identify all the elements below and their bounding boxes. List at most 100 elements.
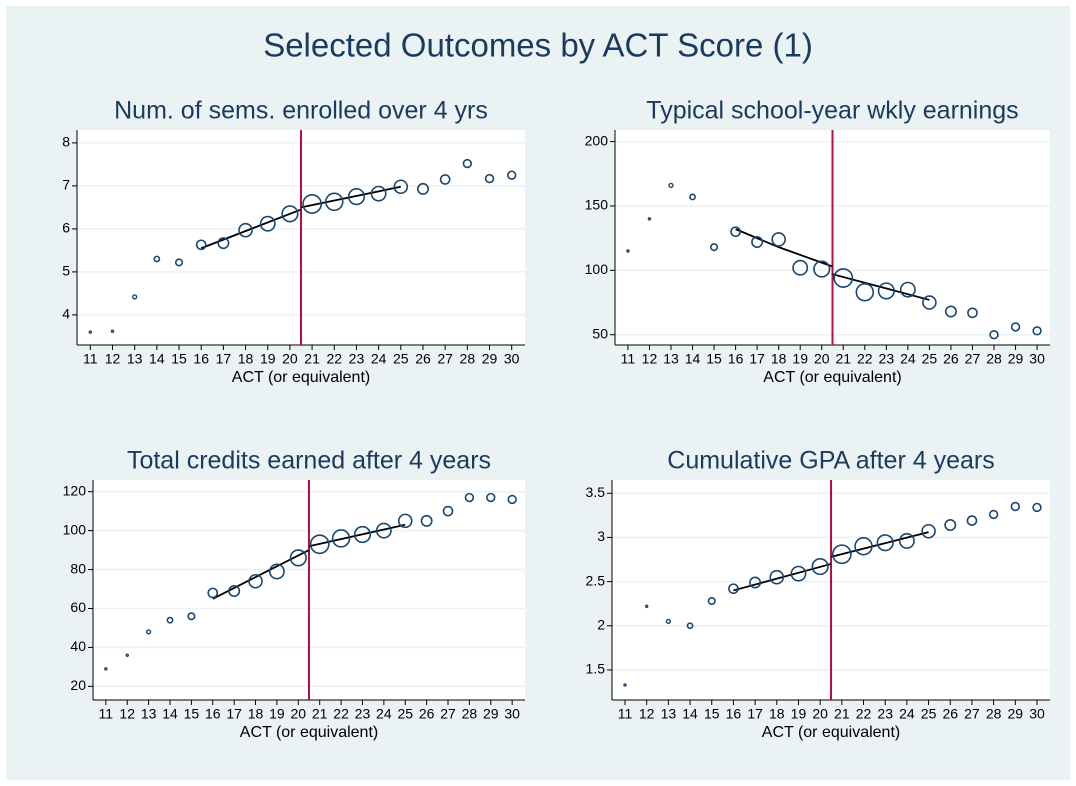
x-tick-label: 15 <box>706 351 722 367</box>
point <box>626 249 630 253</box>
x-tick-label: 15 <box>171 351 187 367</box>
point <box>833 268 854 288</box>
point <box>686 622 694 630</box>
x-tick-label: 19 <box>260 351 276 367</box>
point <box>248 573 263 589</box>
y-tick-label: 2 <box>597 616 605 632</box>
x-tick-label: 20 <box>291 706 307 722</box>
point <box>921 523 936 539</box>
x-tick-label: 11 <box>99 706 114 722</box>
y-tick-label: 3 <box>597 528 605 544</box>
point <box>132 294 138 300</box>
point <box>989 330 999 340</box>
x-tick-label: 15 <box>184 706 200 722</box>
point <box>831 544 852 565</box>
fit-line <box>832 273 930 301</box>
point <box>104 667 108 671</box>
point <box>665 618 672 625</box>
x-tick-label: 18 <box>769 706 785 722</box>
y-tick-label: 5 <box>62 263 70 279</box>
x-tick-label: 25 <box>397 706 413 722</box>
point <box>877 282 895 300</box>
y-tick-label: 20 <box>70 677 86 693</box>
x-tick-label: 30 <box>504 351 520 367</box>
point <box>506 170 517 180</box>
x-tick-label: 21 <box>304 351 320 367</box>
point <box>689 193 696 201</box>
point <box>228 584 241 597</box>
x-tick-label: 18 <box>771 351 787 367</box>
panel-title: Cumulative GPA after 4 years <box>667 447 994 475</box>
panel-title: Num. of sems. enrolled over 4 yrs <box>114 97 488 125</box>
point <box>187 612 196 621</box>
x-tick-label: 24 <box>371 351 387 367</box>
x-tick-label: 28 <box>986 706 1002 722</box>
x-tick-label: 12 <box>639 706 655 722</box>
point <box>462 158 473 169</box>
point <box>988 509 999 520</box>
point <box>484 173 495 184</box>
point <box>259 215 276 232</box>
point <box>790 565 807 582</box>
x-tick-label: 26 <box>942 706 958 722</box>
point <box>922 295 937 310</box>
y-tick-label: 80 <box>70 560 86 576</box>
x-tick-label: 29 <box>1008 706 1024 722</box>
point <box>289 549 307 567</box>
y-tick-label: 1.5 <box>586 661 606 677</box>
x-tick-label: 14 <box>149 351 165 367</box>
y-tick-label: 6 <box>62 220 70 236</box>
x-tick-label: 11 <box>83 351 98 367</box>
point <box>855 282 875 302</box>
x-axis-label: ACT (or equivalent) <box>240 724 378 741</box>
x-tick-label: 17 <box>216 351 232 367</box>
x-tick-label: 18 <box>238 351 254 367</box>
panel-title: Total credits earned after 4 years <box>127 447 491 475</box>
point <box>623 683 627 687</box>
y-tick-label: 2.5 <box>586 572 606 588</box>
x-tick-label: 20 <box>282 351 298 367</box>
x-tick-label: 20 <box>814 351 830 367</box>
x-tick-label: 30 <box>1029 351 1045 367</box>
x-tick-label: 13 <box>141 706 157 722</box>
point <box>325 192 344 212</box>
point <box>145 629 152 635</box>
x-tick-label: 14 <box>682 706 698 722</box>
point <box>730 226 741 238</box>
point <box>769 569 785 585</box>
point <box>647 217 652 221</box>
y-tick-label: 3.5 <box>586 484 606 500</box>
point <box>707 596 716 606</box>
x-tick-label: 24 <box>900 351 916 367</box>
x-tick-label: 23 <box>879 351 895 367</box>
x-tick-label: 11 <box>621 351 636 367</box>
x-tick-label: 27 <box>964 706 980 722</box>
panel-title: Typical school-year wkly earnings <box>646 97 1018 125</box>
x-tick-label: 11 <box>618 706 633 722</box>
point <box>347 188 366 206</box>
y-tick-label: 50 <box>592 325 608 341</box>
point <box>110 329 115 333</box>
y-tick-label: 60 <box>70 599 86 615</box>
point <box>393 179 409 195</box>
x-axis-label: ACT (or equivalent) <box>763 369 901 386</box>
x-tick-label: 29 <box>483 706 499 722</box>
x-tick-label: 28 <box>460 351 476 367</box>
x-tick-label: 13 <box>661 706 677 722</box>
point <box>710 243 719 252</box>
point <box>811 557 829 576</box>
x-tick-label: 16 <box>205 706 221 722</box>
x-tick-label: 12 <box>119 706 135 722</box>
x-tick-label: 13 <box>663 351 679 367</box>
point <box>1032 502 1042 513</box>
x-tick-label: 21 <box>835 351 851 367</box>
x-tick-label: 29 <box>1008 351 1024 367</box>
fit-line <box>733 563 832 592</box>
x-tick-label: 15 <box>704 706 720 722</box>
x-tick-label: 30 <box>504 706 520 722</box>
point <box>966 515 978 526</box>
x-tick-label: 22 <box>857 351 873 367</box>
y-tick-label: 100 <box>585 261 609 277</box>
point <box>439 174 451 185</box>
